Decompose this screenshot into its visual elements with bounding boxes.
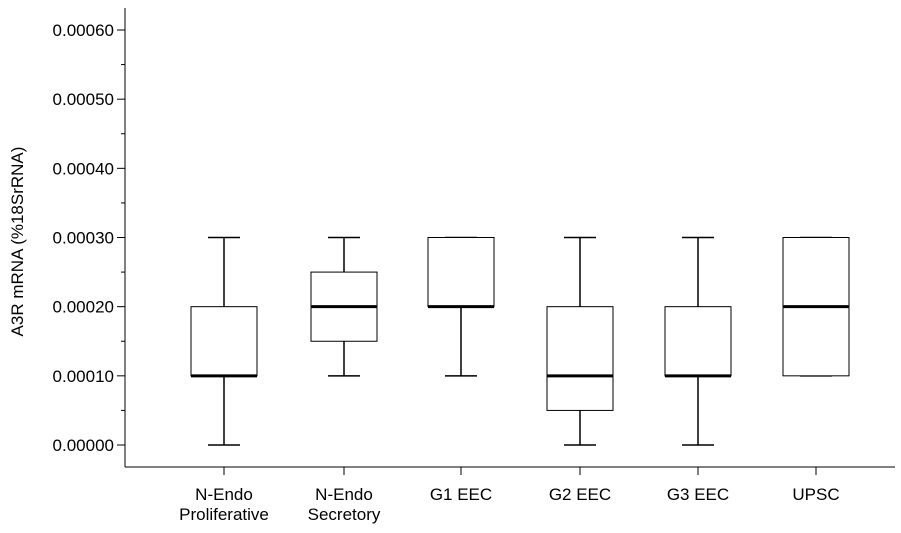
box-iqr <box>664 306 732 377</box>
axes <box>117 8 895 475</box>
labels: 0.00000 0.00010 0.00020 0.00030 0.00040 0.000… <box>8 21 840 524</box>
x-tick-label: N-Endo <box>315 485 373 504</box>
y-tick-label: 0.00030 <box>53 229 114 248</box>
box-group <box>427 236 495 377</box>
x-tick-label: N-Endo <box>195 485 253 504</box>
y-tick-label: 0.00040 <box>53 159 114 178</box>
x-tick-label: G3 EEC <box>667 485 729 504</box>
y-tick-label: 0.00010 <box>53 367 114 386</box>
box-iqr <box>190 306 258 377</box>
y-tick-label: 0.00060 <box>53 21 114 40</box>
box-group <box>782 236 850 377</box>
y-tick-label: 0.00050 <box>53 90 114 109</box>
box-iqr <box>427 237 495 308</box>
x-tick-label: Proliferative <box>179 505 269 524</box>
x-tick-label: UPSC <box>792 485 839 504</box>
y-axis-title: A3R mRNA (%18SrRNA) <box>8 147 27 337</box>
box-group <box>546 236 614 446</box>
box-group <box>190 236 258 446</box>
box-group <box>310 236 378 377</box>
box-group <box>664 236 732 446</box>
box-iqr <box>546 306 614 411</box>
x-tick-label: G2 EEC <box>549 485 611 504</box>
box-series <box>190 236 850 446</box>
y-tick-label: 0.00000 <box>53 436 114 455</box>
x-tick-label: Secretory <box>308 505 381 524</box>
y-tick-label: 0.00020 <box>53 298 114 317</box>
x-tick-label: G1 EEC <box>430 485 492 504</box>
